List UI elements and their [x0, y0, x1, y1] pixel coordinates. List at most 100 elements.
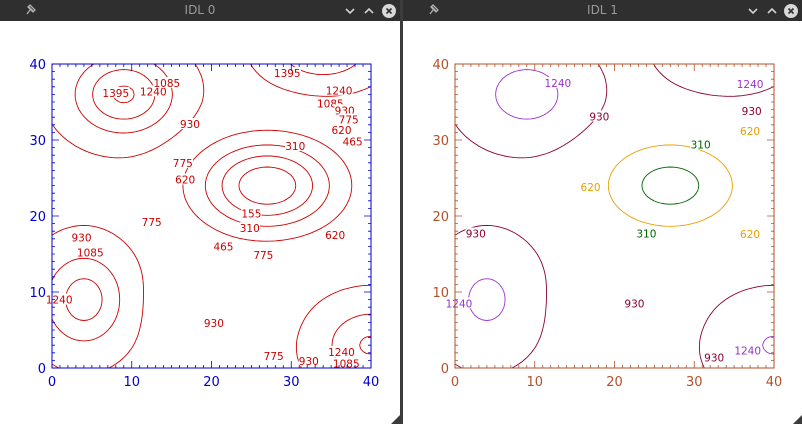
contour-label-bg	[141, 216, 162, 228]
contour-label: 310	[691, 140, 711, 152]
contour-label-bg	[580, 181, 601, 193]
contour-label: 310	[636, 228, 656, 240]
contour-label-bg	[739, 124, 761, 136]
contour-label-bg	[331, 124, 352, 136]
close-icon[interactable]	[382, 4, 396, 18]
x-tick-label: 40	[766, 375, 783, 390]
y-tick-label: 20	[29, 210, 46, 225]
contour-label: 620	[581, 182, 601, 194]
contour-label-bg	[544, 77, 572, 88]
contour-label-bg	[172, 156, 193, 168]
idl-window-1[interactable]: IDL 1 1240 930 620 310 310 620 620 930 1240 930 93…	[403, 0, 802, 424]
contour-label: 775	[339, 114, 359, 126]
contour-label-bg	[239, 222, 260, 234]
contour-line-1240	[468, 69, 775, 355]
contour-label-bg	[273, 67, 301, 79]
contour-label: 1240	[446, 298, 473, 310]
contour-label-bg	[325, 84, 353, 96]
chevron-down-icon[interactable]	[343, 4, 357, 18]
contour-label-bg	[153, 77, 181, 88]
contour-label: 930	[589, 111, 609, 123]
y-tick-label: 30	[29, 134, 46, 149]
pin-icon[interactable]	[427, 0, 441, 21]
x-tick-label: 20	[203, 375, 220, 390]
contour-label-bg	[285, 140, 306, 152]
contour-label: 930	[180, 119, 200, 131]
contour-label-bg	[45, 293, 73, 305]
contour-label: 1085	[77, 247, 104, 259]
contour-label-bg	[139, 85, 167, 97]
x-tick-label: 0	[451, 375, 459, 390]
contour-label-bg	[624, 297, 645, 309]
x-tick-label: 0	[48, 375, 56, 390]
contour-label: 930	[704, 352, 724, 364]
window-title: IDL 1	[587, 3, 618, 17]
contour-line-1240	[65, 69, 372, 355]
contour-line-465	[221, 155, 314, 216]
contour-label-bg	[734, 344, 762, 356]
contour-label-bg	[76, 246, 104, 258]
contour-label: 620	[325, 230, 345, 242]
idl-window-0[interactable]: IDL 0 1395 1240 1085 930 775 620 310 465 155 310 6…	[0, 0, 400, 424]
plot-frame	[454, 63, 775, 369]
contour-label: 930	[466, 228, 486, 240]
chevron-down-icon[interactable]	[746, 4, 760, 18]
contour-label-bg	[589, 110, 610, 122]
x-tick-label: 10	[123, 375, 140, 390]
contour-label-bg	[736, 77, 764, 89]
contour-label-bg	[334, 104, 355, 116]
chevron-up-icon[interactable]	[362, 4, 376, 18]
window-titlebar[interactable]: IDL 0	[0, 0, 400, 21]
contour-label-bg	[332, 357, 360, 369]
contour-label: 465	[343, 137, 363, 149]
y-tick-label: 40	[432, 58, 449, 73]
contour-label-bg	[213, 240, 234, 252]
contour-label-bg	[203, 317, 225, 329]
contour-line-310	[641, 166, 700, 205]
contour-line-775	[182, 129, 353, 242]
y-tick-label: 40	[29, 58, 46, 73]
y-tick-label: 0	[38, 362, 46, 377]
contour-line-620	[204, 144, 330, 227]
contour-label: 620	[740, 126, 760, 138]
close-icon[interactable]	[784, 4, 798, 18]
resize-grip[interactable]	[793, 415, 802, 424]
contour-label-bg	[179, 118, 201, 130]
contour-label-bg	[327, 346, 356, 358]
contour-label: 1240	[545, 78, 572, 90]
contour-label-bg	[298, 355, 319, 367]
contour-label-bg	[703, 351, 725, 363]
y-tick-label: 10	[432, 286, 449, 301]
contour-label: 930	[742, 106, 762, 118]
contour-label-bg	[174, 173, 196, 185]
contour-label-bg	[71, 231, 92, 243]
contour-label: 155	[241, 209, 261, 221]
window-title: IDL 0	[184, 3, 216, 17]
contour-label-bg	[316, 97, 344, 109]
contour-label: 930	[299, 356, 319, 368]
contour-label: 1085	[153, 78, 180, 90]
pin-icon[interactable]	[24, 0, 38, 21]
contour-label-bg	[342, 135, 363, 147]
contour-line-930	[51, 63, 372, 369]
contour-label: 1240	[326, 86, 353, 98]
x-tick-label: 30	[283, 375, 300, 390]
window-titlebar[interactable]: IDL 1	[403, 0, 802, 21]
contour-plot: 1240 930 620 310 310 620 620 930 1240 930 930 930 12…	[432, 58, 783, 390]
y-tick-label: 0	[441, 362, 449, 377]
contour-label-bg	[324, 229, 346, 240]
contour-label-bg	[263, 349, 284, 361]
x-tick-label: 20	[606, 375, 623, 390]
contour-label: 930	[71, 232, 91, 244]
chevron-up-icon[interactable]	[765, 4, 779, 18]
contour-label: 1395	[274, 68, 301, 80]
contour-label-bg	[741, 105, 762, 117]
contour-label: 775	[173, 158, 193, 170]
contour-label: 1085	[333, 358, 360, 370]
contour-label-bg	[445, 297, 473, 309]
contour-label: 775	[253, 250, 273, 262]
contour-label: 310	[240, 223, 260, 235]
contour-label: 620	[740, 229, 760, 241]
resize-grip[interactable]	[391, 415, 400, 424]
